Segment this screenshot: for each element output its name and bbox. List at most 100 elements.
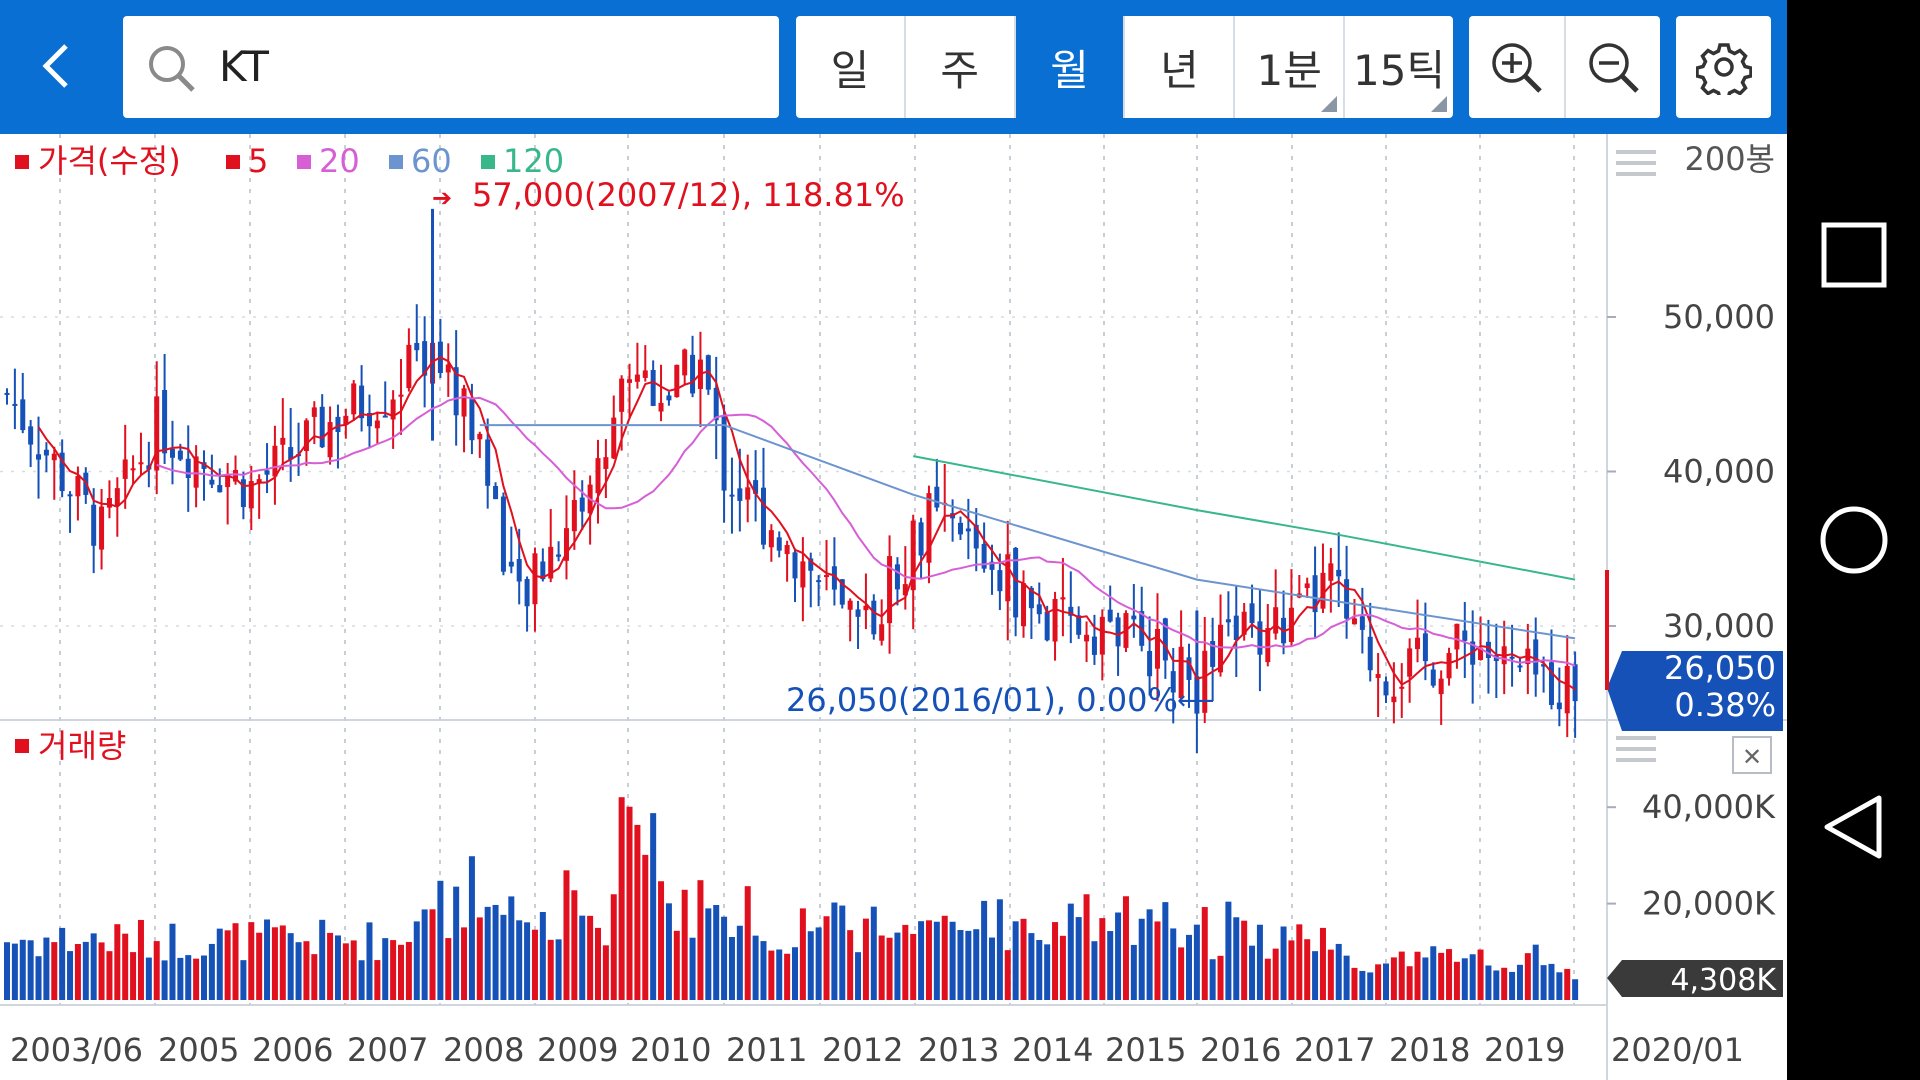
- candle-body: [351, 383, 357, 415]
- period-tab-1[interactable]: 주: [906, 16, 1016, 118]
- volume-bar: [1012, 921, 1019, 1000]
- ma120-line: [913, 455, 1576, 581]
- volume-bar: [776, 949, 783, 1000]
- zoom-in-button[interactable]: [1469, 16, 1566, 118]
- volume-bar: [1390, 957, 1397, 1000]
- volume-tick-label: 40,000K: [1642, 788, 1776, 826]
- settings-button[interactable]: [1676, 16, 1771, 118]
- x-axis-label: 2019: [1484, 1031, 1565, 1069]
- candle-body: [713, 387, 719, 421]
- volume-bar: [1319, 927, 1326, 1000]
- volume-bar: [1327, 949, 1334, 1000]
- volume-bar: [19, 939, 26, 1000]
- volume-bar: [634, 824, 641, 1000]
- volume-bar: [1469, 954, 1476, 1000]
- volume-bar: [531, 929, 538, 1000]
- volume-bar: [122, 933, 129, 1000]
- volume-bar: [1312, 951, 1319, 1000]
- volume-bar: [870, 906, 877, 1000]
- current-price-value: 26,050: [1664, 649, 1776, 687]
- period-tab-0[interactable]: 일: [796, 16, 906, 118]
- period-tab-5[interactable]: 15틱: [1345, 16, 1453, 118]
- volume-bar: [689, 937, 696, 1000]
- candle-body: [1021, 583, 1027, 627]
- candle-body: [760, 487, 766, 545]
- volume-bar: [524, 922, 531, 1000]
- volume-bar: [831, 902, 838, 1000]
- volume-bar: [713, 905, 720, 1000]
- volume-bar: [421, 909, 428, 1000]
- volume-bar: [327, 932, 334, 1000]
- candle-body: [1312, 575, 1318, 613]
- volume-bar: [1020, 918, 1027, 1000]
- volume-bar: [626, 806, 633, 1000]
- volume-bar: [1154, 921, 1161, 1000]
- candle-body: [989, 561, 995, 570]
- ma5-line: [37, 356, 1576, 691]
- volume-bar: [792, 947, 798, 1000]
- volume-bar: [1453, 961, 1460, 1000]
- candle-body: [500, 496, 506, 572]
- candle-body: [280, 437, 286, 445]
- volume-bar: [264, 919, 271, 1000]
- candle-body: [532, 553, 538, 605]
- system-back-button[interactable]: [1787, 760, 1920, 893]
- volume-bar: [839, 905, 846, 1000]
- back-button[interactable]: [30, 38, 86, 94]
- stock-chart[interactable]: 가격(수정) 5 20 60 120 거래량 ➔ 57,000(2007/12), 118.8…: [0, 134, 1787, 1080]
- volume-bar: [137, 919, 144, 1000]
- volume-bar: [1493, 970, 1500, 1000]
- candle-body: [1091, 636, 1097, 655]
- candle-body: [571, 500, 577, 532]
- period-tab-4[interactable]: 1분: [1235, 16, 1346, 118]
- volume-bar: [539, 911, 546, 1000]
- candle-body: [36, 454, 42, 460]
- candle-body: [1367, 636, 1373, 671]
- volume-bar: [1028, 933, 1035, 1000]
- candle-body: [839, 579, 845, 605]
- volume-bar: [51, 942, 58, 1000]
- candle-body: [114, 488, 120, 506]
- period-tab-label: 15틱: [1353, 45, 1446, 95]
- candle-body: [1351, 618, 1357, 625]
- period-tab-3[interactable]: 년: [1125, 16, 1236, 118]
- search-input[interactable]: KT: [123, 16, 779, 118]
- candle-body: [366, 412, 372, 427]
- candle-body: [579, 497, 585, 512]
- volume-bar: [374, 960, 381, 1000]
- candle-body: [169, 448, 175, 458]
- recent-apps-button[interactable]: [1787, 188, 1920, 321]
- volume-bar: [752, 935, 759, 1000]
- volume-bar: [366, 922, 373, 1000]
- candle-body: [1336, 569, 1342, 577]
- volume-bar: [319, 919, 326, 1000]
- ma-legend-label: 120: [503, 142, 564, 180]
- volume-bar: [303, 941, 310, 1000]
- x-axis-label: 2006: [252, 1031, 333, 1069]
- x-axis-label: 2007: [347, 1031, 428, 1069]
- volume-bar: [256, 932, 263, 1000]
- home-button[interactable]: [1787, 473, 1920, 606]
- zoom-out-button[interactable]: [1566, 16, 1661, 118]
- search-icon: [149, 46, 195, 92]
- ma-legend-label: 5: [248, 142, 268, 180]
- volume-bar: [468, 856, 475, 1000]
- volume-bar: [208, 943, 215, 1000]
- volume-bar: [271, 927, 278, 1000]
- candle-body: [563, 528, 569, 561]
- candle-body: [91, 504, 97, 546]
- candle-body: [1517, 665, 1523, 668]
- volume-bar: [169, 923, 176, 1000]
- candle-body: [20, 399, 26, 431]
- candle-body: [753, 480, 759, 494]
- candle-body: [1131, 615, 1137, 620]
- candle-body: [1383, 681, 1389, 696]
- volume-bar: [736, 925, 743, 1000]
- volume-bar: [721, 916, 728, 1000]
- volume-bar: [311, 954, 318, 1000]
- period-tab-2[interactable]: 월: [1015, 16, 1126, 118]
- x-axis-current-label: 2020/01: [1611, 1031, 1744, 1069]
- candle-body: [422, 341, 428, 376]
- volume-bar: [815, 927, 822, 1000]
- candle-body: [745, 487, 751, 500]
